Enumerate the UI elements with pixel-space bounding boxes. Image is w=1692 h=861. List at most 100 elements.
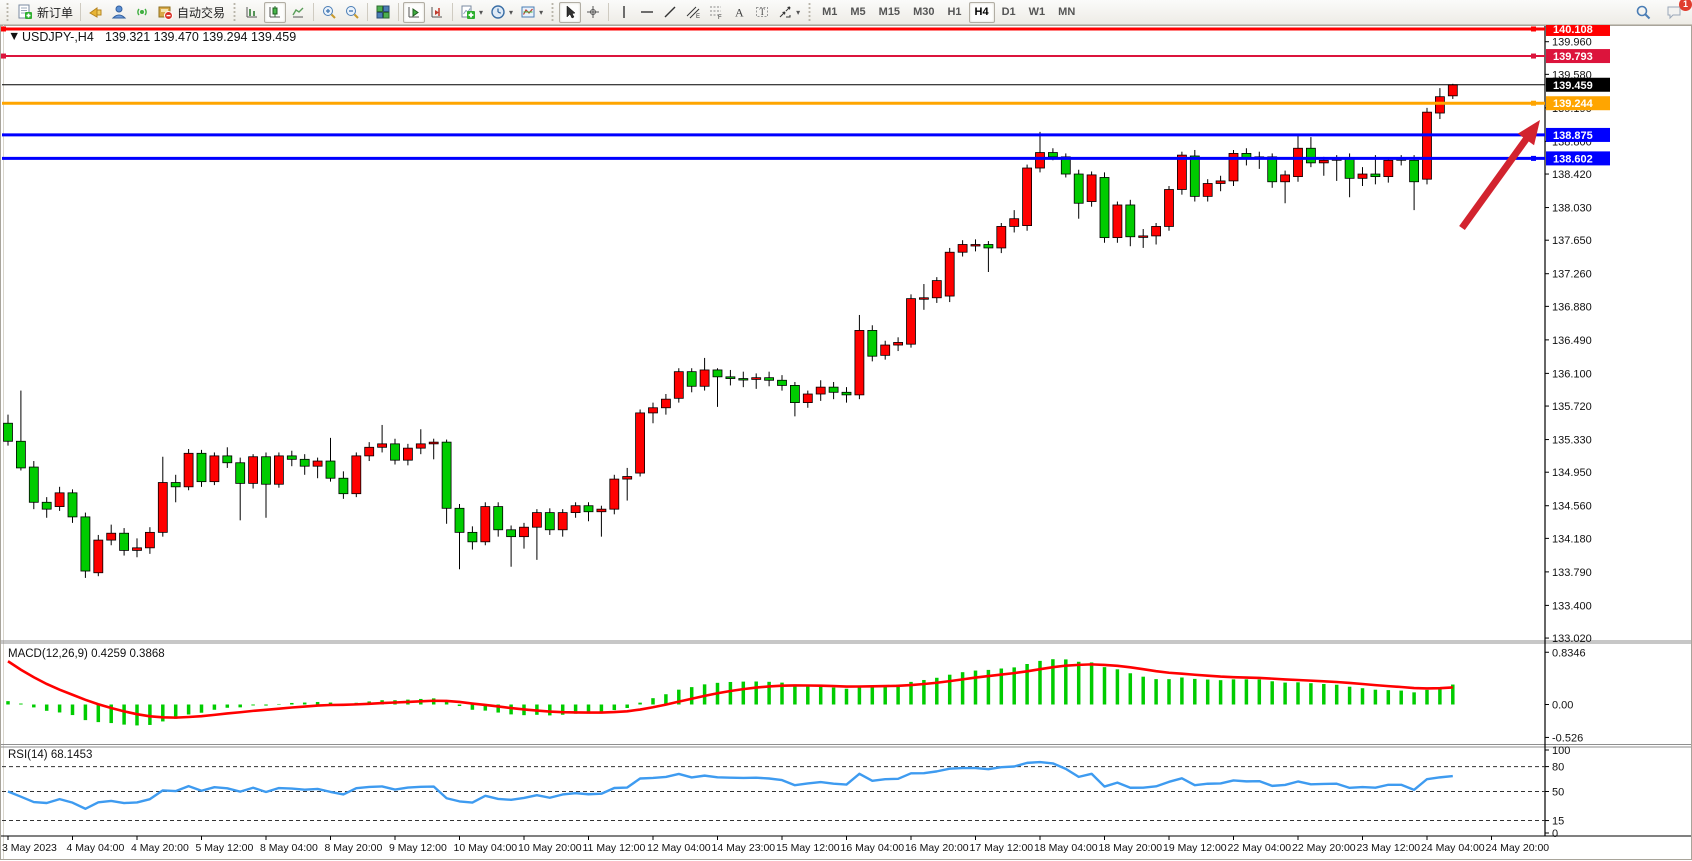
candle-up [93, 539, 104, 574]
candle-down [1073, 173, 1084, 204]
candle-down [506, 529, 517, 538]
current-price-tag [1546, 77, 1610, 92]
candle-up [144, 531, 155, 549]
candle-up [1177, 154, 1187, 190]
rsi-panel[interactable]: 100 80 50 150 RSI(14) 68.1453 [2, 745, 1570, 840]
candle-down [299, 458, 310, 467]
svg-text:140.108: 140.108 [1553, 25, 1593, 36]
level-line-138.602[interactable]: 138.602 [2, 151, 1610, 166]
auto-trading-button[interactable]: 自动交易 [154, 2, 228, 23]
rsi-tick-label: 80 [1552, 762, 1564, 774]
level-line-139.793[interactable]: 139.793 [1, 49, 1610, 64]
candle-up [957, 244, 968, 253]
candle-down [338, 477, 349, 495]
candle-up [364, 446, 375, 457]
tile-windows-button[interactable] [372, 2, 394, 23]
usdjpy-h4-chart-canvas[interactable]: 139.960139.580139.190138.800138.420138.0… [0, 25, 1692, 861]
timeframe-m1-button[interactable]: M1 [822, 6, 838, 18]
line-chart-mode-button[interactable] [287, 2, 309, 23]
level-line-139.244[interactable]: 139.244 [2, 96, 1610, 111]
symbol-dropdown-icon[interactable]: ▼ [8, 29, 20, 43]
candle-up [944, 251, 955, 297]
candle-up [648, 407, 658, 414]
dropdown-arrow-icon: ▾ [509, 7, 514, 17]
bar-chart-mode-button[interactable] [241, 2, 263, 23]
cursor-tool-button[interactable] [559, 1, 582, 23]
rsi-tick-label: 50 [1552, 787, 1564, 799]
line-handle[interactable] [1531, 155, 1536, 161]
vertical-line-tool-button[interactable] [613, 2, 635, 23]
horizontal-line-tool-button[interactable] [636, 2, 658, 23]
arrows-tool-button[interactable]: ▾ [774, 2, 803, 23]
candle-up [1357, 173, 1368, 179]
timeframe-h1-button[interactable]: H1 [947, 6, 962, 18]
candlestick-series[interactable] [3, 83, 1458, 578]
level-line-140.108[interactable]: 140.108 [1, 25, 1610, 36]
fibonacci-tool-button[interactable]: F [705, 2, 727, 23]
time-tick-label: 4 May 04:00 [67, 842, 125, 854]
zoom-out-button[interactable] [341, 2, 363, 23]
signals-button[interactable] [131, 2, 153, 23]
candle-up [1202, 183, 1213, 197]
line-handle[interactable] [1, 26, 6, 32]
trendline-tool-button[interactable] [659, 2, 681, 23]
timeframe-w1-button[interactable]: W1 [1028, 6, 1046, 18]
candle-down [67, 492, 78, 518]
candlestick-mode-button[interactable] [264, 1, 287, 23]
line-handle[interactable] [1531, 100, 1536, 106]
crosshair-tool-button[interactable] [582, 2, 604, 23]
notification-badge: 1 [1679, 0, 1692, 11]
template-button[interactable]: ▾ [517, 2, 546, 23]
candle-down [170, 482, 181, 488]
level-line-138.875[interactable]: 138.875 [2, 127, 1610, 142]
candle-up [880, 344, 891, 356]
arrows-icon [777, 4, 793, 20]
search-button[interactable] [1632, 2, 1655, 23]
toolbar-grip[interactable] [5, 3, 10, 21]
current-price-line: 139.459 [2, 77, 1610, 92]
line-handle[interactable] [1, 53, 6, 59]
time-axis[interactable]: 3 May 2023 4 May 04:00 4 May 20:00 5 May 12… [2, 836, 1549, 854]
level-price-tag [1546, 25, 1610, 36]
person-icon [111, 4, 127, 20]
annotation-arrow[interactable] [1459, 120, 1540, 231]
timeframe-h4-button[interactable]: H4 [968, 1, 995, 23]
new-order-button[interactable]: 新订单 [14, 2, 76, 23]
chart-shift-button[interactable] [426, 2, 448, 23]
toolbar-grip[interactable] [807, 3, 813, 21]
candle-up [1022, 167, 1032, 226]
timeframe-d1-button[interactable]: D1 [1001, 6, 1016, 18]
period-select-button[interactable]: ▾ [487, 2, 516, 23]
candle-up [209, 455, 220, 483]
line-handle[interactable] [1531, 53, 1536, 59]
timeframe-m5-button[interactable]: M5 [850, 6, 866, 18]
timeframe-mn-button[interactable]: MN [1058, 6, 1076, 18]
horizontal-line-icon [639, 4, 655, 20]
signal-icon [134, 4, 150, 20]
channel-tool-button[interactable]: E [682, 2, 704, 23]
time-tick-label: 3 May 2023 [2, 842, 57, 854]
ohlc-readout: 139.321 139.470 139.294 139.459 [105, 30, 296, 44]
candle-up [996, 226, 1007, 249]
new-chart-button[interactable]: ▾ [457, 2, 486, 23]
candle-up [532, 512, 542, 528]
community-profile-button[interactable] [108, 2, 130, 23]
zoom-in-button[interactable] [318, 2, 340, 23]
candle-up [1215, 180, 1226, 184]
text-tool-button[interactable]: A [728, 2, 750, 23]
toolbar-grip[interactable] [232, 3, 238, 21]
toolbar-grip[interactable] [550, 3, 556, 21]
chart-title[interactable]: ▼ USDJPY-,H4 139.321 139.470 139.294 139.4… [8, 29, 296, 44]
candle-up [1138, 235, 1149, 238]
timeframe-m15-button[interactable]: M15 [878, 6, 901, 18]
candle-up [106, 532, 117, 541]
time-tick-label: 15 May 12:00 [776, 842, 840, 854]
macd-panel[interactable]: 0.8346 0.00 -0.526 MACD(12,26,9) 0.4259 0.3… [6, 647, 1586, 744]
line-handle[interactable] [1531, 26, 1536, 32]
notifications-button[interactable]: 1 [1663, 0, 1692, 23]
channel-icon: E [685, 4, 701, 20]
text-label-tool-button[interactable]: T [751, 2, 773, 23]
mql5-horn-button[interactable] [85, 2, 107, 23]
auto-scroll-button[interactable] [403, 1, 426, 23]
timeframe-m30-button[interactable]: M30 [913, 6, 935, 18]
